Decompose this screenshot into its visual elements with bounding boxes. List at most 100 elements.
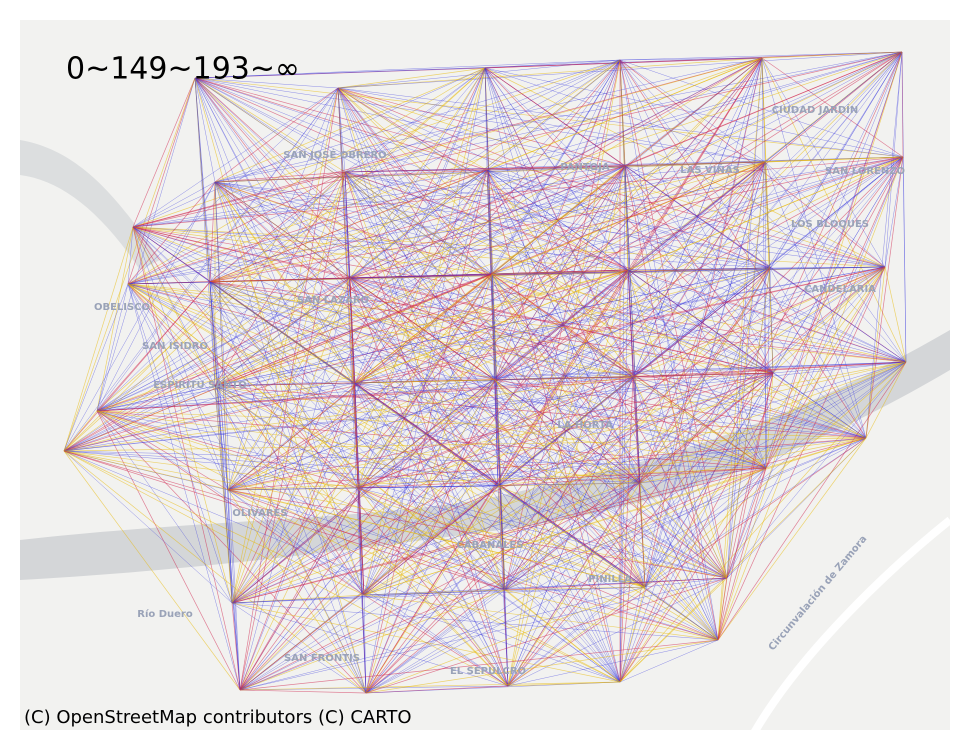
flow-line xyxy=(497,485,509,687)
flow-line xyxy=(96,410,241,691)
flow-line xyxy=(507,681,621,687)
flow-line xyxy=(132,226,493,275)
flow-line xyxy=(486,169,767,469)
flow-line xyxy=(632,376,767,469)
flow-line xyxy=(132,171,346,228)
flow-line xyxy=(337,87,867,439)
flow-line xyxy=(63,267,771,452)
flow-line xyxy=(363,437,867,596)
flow-line xyxy=(239,485,499,691)
flow-line xyxy=(239,437,867,691)
flow-line xyxy=(96,171,346,412)
flow-line xyxy=(96,410,233,604)
flow-line xyxy=(231,361,907,604)
flow-line xyxy=(127,283,634,378)
place-label: LA HORTA xyxy=(557,420,613,431)
flow-line xyxy=(491,273,728,579)
flow-line xyxy=(214,171,346,183)
flow-line xyxy=(337,87,907,363)
flow-line xyxy=(227,437,867,491)
flow-line xyxy=(227,489,365,596)
flow-line xyxy=(504,437,867,591)
flow-line xyxy=(497,361,907,487)
flow-line xyxy=(639,482,728,579)
flow-line xyxy=(209,161,766,283)
flow-line xyxy=(127,165,626,285)
flow-line xyxy=(96,269,629,412)
flow-line xyxy=(63,361,907,452)
flow-line xyxy=(349,277,907,363)
flow-line xyxy=(63,450,359,489)
flow-line xyxy=(231,602,241,691)
flow-line xyxy=(227,489,621,683)
flow-line xyxy=(96,410,728,579)
flow-line xyxy=(132,77,196,228)
flow-line xyxy=(349,277,728,579)
flow-line xyxy=(96,226,134,412)
flow-line xyxy=(639,267,771,484)
flow-line xyxy=(344,171,867,439)
flow-line xyxy=(231,67,486,604)
flow-line xyxy=(337,87,626,167)
flow-line xyxy=(63,450,767,469)
place-label: PANTOJA xyxy=(560,162,610,173)
flow-line xyxy=(227,379,496,491)
flow-line xyxy=(96,385,216,412)
flow-line xyxy=(227,467,767,491)
flow-line xyxy=(194,77,351,279)
flow-line xyxy=(132,169,488,228)
flow-line xyxy=(357,487,509,687)
flow-line xyxy=(194,77,766,163)
flow-line xyxy=(214,385,719,641)
flow-line xyxy=(214,181,771,269)
flow-line xyxy=(227,489,509,687)
flow-line xyxy=(639,437,867,484)
flow-line xyxy=(127,169,488,285)
flow-line xyxy=(63,57,763,452)
flow-line xyxy=(231,487,359,604)
flow-line xyxy=(504,482,641,591)
flow-line xyxy=(619,586,646,683)
flow-line xyxy=(239,171,346,691)
flow-line xyxy=(494,379,867,439)
road xyxy=(746,516,953,742)
flow-line xyxy=(63,450,241,691)
flow-line xyxy=(624,165,867,439)
flow-line xyxy=(239,594,365,691)
flow-line xyxy=(63,226,134,452)
flow-line xyxy=(214,385,241,691)
flow-line xyxy=(231,57,763,604)
flow-line xyxy=(507,156,904,687)
flow-line xyxy=(239,467,767,691)
flow-line xyxy=(194,77,356,384)
flow-line xyxy=(231,382,356,604)
flow-line xyxy=(504,589,621,683)
flow-line xyxy=(337,57,763,89)
flow-line xyxy=(127,283,774,374)
flow-line xyxy=(227,171,346,491)
place-label: CANDELARIA xyxy=(804,284,876,295)
flow-line xyxy=(365,372,774,694)
flow-line xyxy=(132,226,621,683)
flow-line xyxy=(63,450,719,641)
flow-line xyxy=(194,77,346,173)
flow-line xyxy=(227,382,356,491)
flow-line xyxy=(497,485,506,591)
flow-line xyxy=(209,281,641,484)
flow-line xyxy=(644,577,728,588)
flow-line xyxy=(627,269,907,363)
flow-line xyxy=(344,51,903,173)
flow-line xyxy=(357,361,907,489)
flow-line xyxy=(486,169,621,683)
flow-line xyxy=(96,169,488,412)
flow-line xyxy=(239,51,903,691)
place-label: SAN JOSÉ OBRERO xyxy=(283,148,386,161)
flow-line xyxy=(717,51,903,641)
flow-line xyxy=(63,450,641,484)
flow-line xyxy=(127,283,233,604)
flow-line xyxy=(337,87,719,641)
flow-line xyxy=(63,379,496,452)
flow-line xyxy=(63,382,356,452)
flow-line xyxy=(63,450,233,604)
flow-line xyxy=(363,577,728,596)
